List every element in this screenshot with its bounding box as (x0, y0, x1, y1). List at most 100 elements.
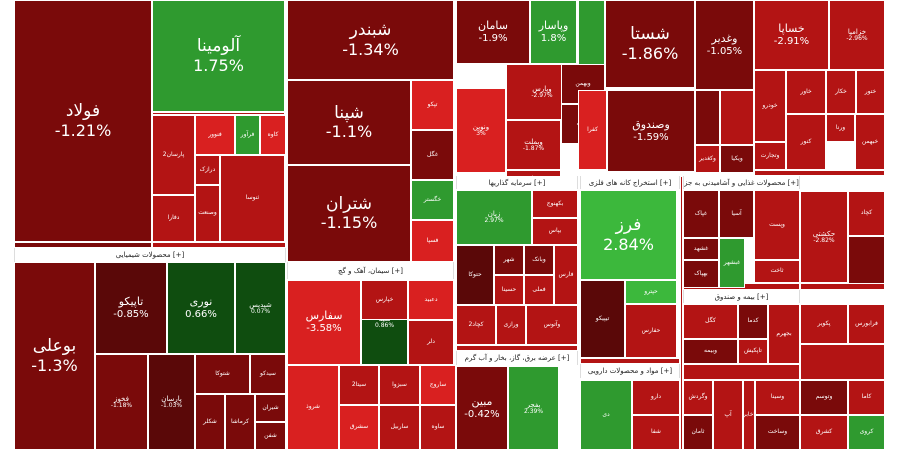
stock-tile[interactable]: بکهنوج (532, 190, 578, 218)
stock-tile[interactable]: ورنا (826, 114, 855, 142)
stock-tile[interactable]: دلر (408, 320, 454, 365)
stock-tile[interactable]: غبشهر (719, 238, 745, 288)
stock-tile[interactable]: فنوور (195, 115, 235, 155)
stock-tile[interactable]: بجهرم (768, 304, 800, 364)
stock-tile[interactable]: کگل (683, 304, 738, 339)
stock-tile[interactable]: خگستر (411, 180, 454, 220)
stock-tile[interactable]: فملی (524, 275, 554, 305)
sector-header[interactable]: عرضه برق، گاز، بخار و آب گرم [+] (456, 351, 578, 365)
stock-tile[interactable]: غشهد (683, 238, 719, 260)
stock-tile[interactable]: ثاخت (754, 260, 800, 283)
stock-tile[interactable]: فخوز -1.18% (95, 354, 148, 450)
stock-tile[interactable]: حپترو (625, 280, 677, 304)
stock-tile[interactable]: سیدکو (250, 354, 286, 394)
stock-tile[interactable]: ثنوسا (220, 155, 285, 242)
stock-tile[interactable]: سشرق (339, 405, 379, 450)
stock-tile[interactable]: آسیا (719, 190, 754, 238)
stock-tile[interactable]: فرابورس (848, 304, 885, 344)
stock-tile[interactable]: شکلر (195, 394, 225, 450)
stock-tile[interactable]: خاور (786, 70, 826, 114)
stock-tile[interactable]: وتوسم (800, 380, 848, 415)
stock-tile[interactable]: خپارس (361, 280, 408, 320)
stock-tile[interactable]: شیران (255, 394, 286, 422)
stock-tile[interactable]: شتران -1.15% (287, 165, 411, 262)
stock-tile[interactable]: غپاک (683, 190, 719, 238)
sector-header[interactable]: محصولات شیمیایی [+] (14, 248, 286, 262)
stock-tile[interactable]: کنور (786, 114, 826, 170)
stock-tile[interactable]: وآتوس (526, 305, 578, 345)
stock-tile[interactable]: کچاد (848, 191, 885, 236)
stock-tile[interactable]: مبین -0.42% (456, 366, 508, 450)
stock-tile[interactable]: وصندوق -1.59% (607, 90, 695, 172)
stock-tile[interactable]: وپست (754, 190, 800, 260)
stock-tile[interactable]: وکغدیر (695, 145, 720, 173)
stock-tile[interactable]: شروذ (287, 365, 339, 450)
stock-tile[interactable]: زیان 2.97% (456, 190, 532, 245)
stock-tile[interactable]: وسینا (755, 380, 800, 415)
stock-tile[interactable]: فسپا (411, 220, 454, 262)
stock-tile[interactable]: بفجر 2.39% (508, 366, 559, 450)
stock-tile[interactable]: ورازی (496, 305, 526, 345)
stock-tile[interactable]: شستا -1.86% (605, 0, 695, 88)
stock-tile[interactable]: حفارس (625, 304, 677, 358)
stock-tile[interactable]: تپکو (411, 80, 454, 130)
stock-tile[interactable]: درازک (195, 155, 220, 185)
stock-tile[interactable]: کچاد2 (456, 305, 496, 345)
stock-tile[interactable]: ساوه (420, 405, 456, 450)
stock-tile[interactable]: سیتا2 (339, 365, 379, 405)
stock-tile[interactable]: ونوین 3% (456, 88, 506, 173)
stock-tile[interactable]: شتوکا (195, 354, 250, 394)
stock-tile[interactable]: وبیمه (683, 339, 738, 364)
sector-header[interactable]: سیمان، آهک و گچ [+] (287, 262, 454, 279)
stock-tile[interactable]: وبملت -1.87% (506, 120, 561, 170)
stock-tile[interactable]: خکار (826, 70, 856, 114)
stock-tile[interactable]: آلومینا 1.75% (152, 0, 285, 112)
stock-tile[interactable]: فرز 2.84% (580, 190, 677, 280)
stock-tile[interactable]: اخابر (743, 380, 755, 450)
stock-tile[interactable]: کاوه (260, 115, 286, 155)
sector-header[interactable]: سرمایه گذاریها [+] (456, 176, 578, 189)
stock-tile[interactable]: شپنا -1.1% (287, 80, 411, 165)
stock-tile[interactable]: کدما (738, 304, 768, 339)
stock-tile[interactable]: فولاد -1.21% (14, 0, 152, 242)
stock-tile[interactable]: بهپاک (683, 260, 719, 288)
stock-tile[interactable]: خودرو (754, 70, 786, 142)
stock-tile[interactable]: غگل (411, 130, 454, 180)
stock-tile[interactable]: تیپیکو (580, 280, 625, 358)
stock-tile[interactable]: وگردش (683, 380, 713, 415)
stock-tile[interactable]: دارو (632, 380, 680, 415)
stock-tile[interactable]: نوری 0.66% (167, 262, 235, 354)
stock-tile[interactable]: بپاس (532, 218, 578, 245)
stock-tile[interactable]: ویکیا (720, 145, 754, 173)
sector-header[interactable]: مواد و محصولات دارویی [+] (580, 364, 680, 378)
stock-tile[interactable]: شهر (494, 245, 524, 275)
stock-tile[interactable]: شفن (255, 422, 286, 450)
stock-tile[interactable]: شبندر -1.34% (287, 0, 454, 80)
sector-header[interactable]: استخراج کانه های فلزی [+] (580, 176, 680, 189)
stock-tile[interactable]: وپاسار 1.8% (530, 0, 577, 64)
stock-tile[interactable]: خساپا -2.91% (754, 0, 829, 70)
stock-tile[interactable]: دفارا (152, 195, 195, 242)
stock-tile[interactable]: تاپیکو -0.85% (95, 262, 167, 354)
stock-tile[interactable]: حسینا (494, 275, 524, 305)
stock-tile[interactable]: وساخت (755, 415, 800, 450)
stock-tile[interactable]: کرماشا (225, 394, 255, 450)
stock-tile[interactable]: کاما (848, 380, 885, 415)
stock-tile[interactable]: پکویر (800, 304, 848, 344)
stock-tile[interactable]: شفا (632, 415, 680, 450)
stock-tile[interactable]: ساربیل (379, 405, 420, 450)
stock-tile[interactable]: تاپکیش (738, 339, 768, 364)
stock-tile[interactable]: آپ (713, 380, 743, 450)
stock-tile[interactable]: پارسان -1.03% (148, 354, 195, 450)
stock-tile[interactable]: وتجارت (754, 142, 786, 170)
stock-tile[interactable]: وبانک (524, 245, 554, 275)
stock-tile[interactable]: دعبید (408, 280, 454, 320)
stock-tile[interactable]: پارسان2 (152, 115, 195, 195)
stock-tile[interactable]: ختور (856, 70, 885, 114)
stock-tile[interactable]: وغدیر -1.05% (695, 0, 754, 90)
stock-tile[interactable]: ثامان (683, 415, 713, 450)
stock-tile[interactable]: ساروج (420, 365, 456, 405)
stock-tile[interactable]: کشرق (800, 415, 848, 450)
stock-tile[interactable]: سامان -1.9% (456, 0, 530, 64)
stock-tile[interactable]: کروی (848, 415, 885, 450)
